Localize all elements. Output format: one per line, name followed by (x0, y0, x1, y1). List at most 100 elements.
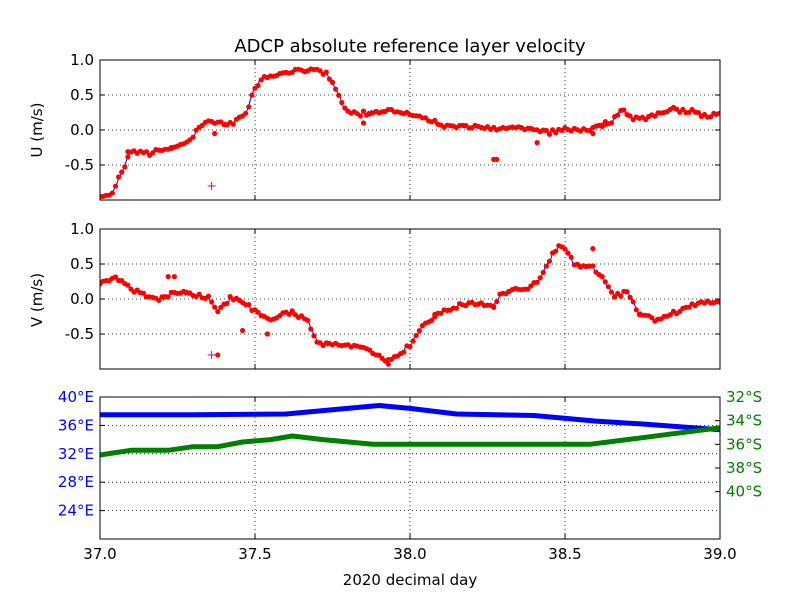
velocity-point (336, 92, 342, 98)
velocity-point (119, 169, 125, 175)
velocity-point (333, 86, 339, 92)
outlier-point (602, 119, 608, 125)
y-tick-label: 0.5 (70, 255, 94, 273)
velocity-point (140, 290, 146, 296)
y-tick-label: -0.5 (65, 156, 94, 174)
velocity-point (546, 258, 553, 264)
velocity-point (196, 291, 202, 297)
chart-title: ADCP absolute reference layer velocity (234, 36, 586, 57)
velocity-point (605, 284, 612, 290)
velocity-point (165, 294, 171, 300)
velocity-point (258, 77, 264, 83)
velocity-point (717, 110, 720, 116)
velocity-point (534, 279, 540, 285)
velocity-point (212, 304, 218, 310)
outlier-point (385, 361, 391, 367)
outlier-point (215, 352, 221, 358)
latitude-line (99, 425, 721, 458)
velocity-point (630, 299, 636, 305)
velocity-point (205, 293, 212, 299)
velocity-point (230, 121, 236, 127)
right-y-tick-label: 36°S (726, 435, 762, 453)
velocity-point (410, 338, 416, 344)
outlier-point (599, 123, 605, 130)
velocity-point (190, 134, 196, 140)
outlier-point (171, 274, 177, 280)
velocity-point (401, 349, 407, 355)
velocity-point (209, 299, 215, 305)
velocity-point (360, 108, 367, 114)
x-tick-label: 38.5 (548, 545, 581, 563)
velocity-point (612, 294, 618, 300)
velocity-point (708, 114, 714, 120)
velocity-point (627, 294, 633, 300)
velocity-point (122, 164, 128, 170)
velocity-point (540, 269, 546, 275)
velocity-point (367, 347, 373, 353)
velocity-point (317, 68, 323, 74)
outlier-point (432, 311, 438, 317)
velocity-point (618, 293, 624, 299)
velocity-point (125, 282, 131, 288)
velocity-point (339, 99, 345, 106)
velocity-point (624, 289, 630, 295)
axes-frame (99, 396, 721, 540)
velocity-point (562, 246, 568, 252)
right-y-tick-label: 32°S (726, 388, 762, 406)
velocity-point (674, 106, 680, 112)
velocity-point (543, 127, 550, 134)
velocity-point (255, 82, 261, 89)
outlier-point (534, 140, 540, 146)
velocity-point (565, 250, 571, 256)
outlier-point (590, 246, 596, 252)
velocity-point (305, 317, 311, 323)
velocity-point (652, 113, 658, 119)
plot-area (100, 243, 720, 367)
velocity-point (453, 305, 460, 311)
velocity-point (621, 107, 627, 113)
velocity-point (608, 289, 615, 295)
velocity-point (249, 92, 255, 98)
velocity-point (116, 174, 122, 180)
axes-frame (99, 228, 721, 370)
velocity-point (667, 312, 674, 318)
x-tick-label: 39.0 (703, 545, 736, 563)
outlier-point (289, 308, 295, 314)
plot-area (100, 66, 720, 200)
velocity-point (407, 344, 413, 350)
left-y-tick-label: 36°E (58, 416, 94, 434)
velocity-point (112, 183, 119, 189)
velocity-point (686, 304, 692, 310)
y-tick-label: 0.5 (70, 86, 94, 104)
u-velocity-panel: 1.0 0.5 0.0 -0.5 (65, 51, 721, 201)
outlier-point (264, 331, 270, 337)
outlier-point (494, 156, 500, 162)
velocity-point (543, 263, 550, 269)
velocity-point (608, 120, 615, 126)
velocity-point (590, 263, 596, 269)
velocity-point (218, 304, 224, 310)
velocity-point (432, 117, 438, 124)
velocity-point (537, 275, 543, 281)
y-tick-label: 0.0 (70, 290, 94, 308)
velocity-point (150, 150, 156, 156)
y-tick-label: -0.5 (65, 325, 94, 343)
outlier-point (165, 274, 171, 280)
x-axis-label: 2020 decimal day (343, 571, 478, 589)
velocity-point (329, 79, 336, 85)
velocity-point (243, 110, 249, 116)
velocity-point (633, 307, 639, 313)
y-tick-label: 1.0 (70, 51, 94, 69)
x-tick-label: 37.5 (238, 545, 271, 563)
velocity-point (602, 279, 608, 285)
velocity-point (438, 310, 444, 316)
velocity-point (326, 76, 332, 82)
velocity-point (677, 309, 683, 315)
velocity-point (568, 254, 574, 260)
position-panel: 40°E 36°E 32°E 28°E 24°E 32°S 34°S 36°S 38°S 40°S… (58, 388, 762, 563)
velocity-point (112, 274, 119, 280)
velocity-point (308, 326, 314, 332)
x-tick-label: 37.0 (83, 545, 116, 563)
left-y-tick-label: 40°E (58, 388, 94, 406)
